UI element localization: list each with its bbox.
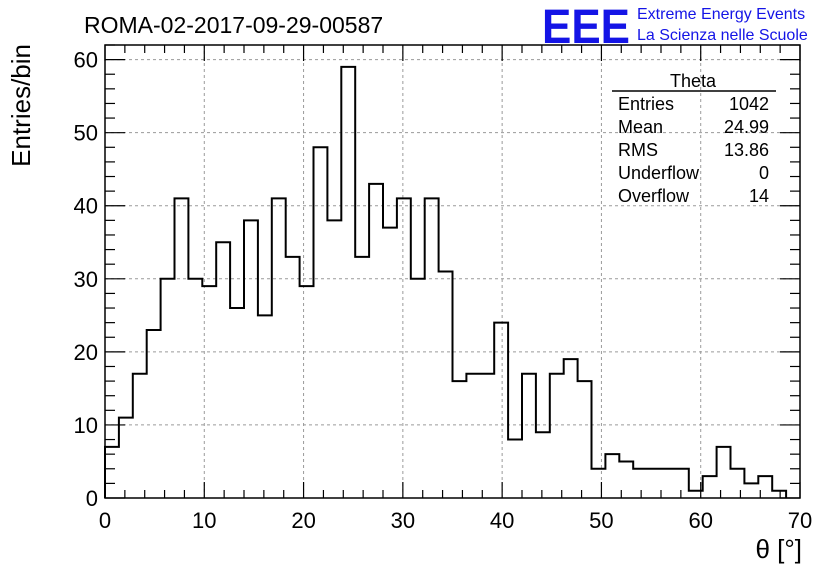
- histogram-bin: [327, 220, 341, 498]
- y-tick-label: 60: [74, 48, 98, 73]
- histogram-outline: [104, 65, 788, 498]
- histogram-bin: [161, 279, 175, 498]
- stats-box-rows: Entries 1042 Mean 24.99 RMS 13.86 Underflow 0 Ov…: [618, 94, 769, 206]
- stats-value: 0: [759, 163, 769, 183]
- y-tick-labels: 0 10 20 30 40 50 60: [74, 48, 98, 511]
- histogram-bin: [147, 330, 161, 498]
- x-tick-label: 70: [788, 508, 812, 533]
- histogram-bin: [300, 286, 314, 498]
- histogram-bin: [286, 257, 300, 498]
- histogram-bin: [230, 308, 244, 498]
- histogram-bin: [717, 447, 731, 498]
- stats-value: 14: [749, 186, 769, 206]
- histogram-bin: [633, 469, 647, 498]
- stats-box: Theta Entries 1042 Mean 24.99 RMS 13.86 Underf…: [612, 71, 776, 206]
- histogram-bin: [675, 469, 689, 498]
- x-tick-label: 0: [99, 508, 111, 533]
- histogram-bin: [619, 461, 633, 498]
- histogram-bin: [758, 476, 772, 498]
- histogram-bin: [216, 242, 230, 498]
- histogram-bin: [508, 440, 522, 498]
- histogram-bin: [105, 447, 119, 498]
- histogram-bin: [272, 198, 286, 498]
- stats-value: 24.99: [724, 117, 769, 137]
- x-axis-label: θ [°]: [755, 534, 802, 564]
- histogram-bin: [731, 469, 745, 498]
- histogram-bin: [772, 491, 786, 498]
- grid-lines: [105, 45, 800, 498]
- plot-frame: [104, 44, 801, 499]
- histogram-bin: [480, 374, 494, 498]
- histogram-bin: [605, 454, 619, 498]
- stats-label: RMS: [618, 140, 658, 160]
- x-tick-label: 30: [391, 508, 415, 533]
- stats-label: Mean: [618, 117, 663, 137]
- x-tick-label: 10: [192, 508, 216, 533]
- x-tick-labels: 0 10 20 30 40 50 60 70: [99, 508, 812, 533]
- eee-logo: EEE Extreme Energy Events La Scienza nel…: [542, 1, 808, 54]
- histogram-bin: [439, 272, 453, 499]
- histogram-bin: [133, 374, 147, 498]
- histogram-bin: [355, 257, 369, 498]
- stats-label: Underflow: [618, 163, 700, 183]
- histogram-bin: [175, 198, 189, 498]
- histogram-bin: [369, 184, 383, 498]
- histogram-bin: [202, 286, 216, 498]
- stats-label: Overflow: [618, 186, 690, 206]
- histogram-bin: [383, 228, 397, 498]
- logo-eee: EEE: [542, 1, 630, 54]
- histogram-bin: [703, 476, 717, 498]
- histogram-bin: [689, 491, 703, 498]
- x-tick-label: 40: [490, 508, 514, 533]
- y-tick-label: 20: [74, 340, 98, 365]
- y-tick-label: 40: [74, 194, 98, 219]
- y-axis-label: Entries/bin: [6, 44, 36, 167]
- x-tick-label: 50: [589, 508, 613, 533]
- histogram-bin: [578, 381, 592, 498]
- y-tick-label: 0: [86, 486, 98, 511]
- histogram-bin: [536, 432, 550, 498]
- logo-line-2: La Scienza nelle Scuole: [637, 27, 808, 44]
- histogram-bin: [411, 279, 425, 498]
- histogram-bin: [341, 67, 355, 498]
- histogram-bin: [244, 220, 258, 498]
- histogram-bin: [453, 381, 467, 498]
- histogram-bin: [592, 469, 606, 498]
- histogram-bin: [425, 198, 439, 498]
- x-tick-label: 20: [291, 508, 315, 533]
- y-tick-label: 50: [74, 121, 98, 146]
- stats-value: 13.86: [724, 140, 769, 160]
- stats-label: Entries: [618, 94, 674, 114]
- histogram-bin: [397, 198, 411, 498]
- stats-value: 1042: [729, 94, 769, 114]
- histogram-bins: [105, 67, 786, 498]
- histogram-bin: [522, 374, 536, 498]
- histogram-bin: [188, 279, 202, 498]
- histogram-bin: [744, 483, 758, 498]
- histogram-bin: [564, 359, 578, 498]
- histogram-bin: [661, 469, 675, 498]
- histogram-bin: [258, 315, 272, 498]
- logo-line-1: Extreme Energy Events: [637, 6, 805, 23]
- y-tick-label: 30: [74, 267, 98, 292]
- histogram-bin: [119, 418, 133, 498]
- stats-box-title: Theta: [670, 71, 717, 91]
- y-tick-label: 10: [74, 413, 98, 438]
- histogram-bin: [314, 147, 328, 498]
- axis-ticks: [104, 44, 801, 499]
- x-tick-label: 60: [688, 508, 712, 533]
- histogram-bin: [550, 374, 564, 498]
- histogram-bin: [494, 323, 508, 498]
- histogram-bin: [647, 469, 661, 498]
- chart-title: ROMA-02-2017-09-29-00587: [84, 12, 383, 38]
- histogram-bin: [466, 374, 480, 498]
